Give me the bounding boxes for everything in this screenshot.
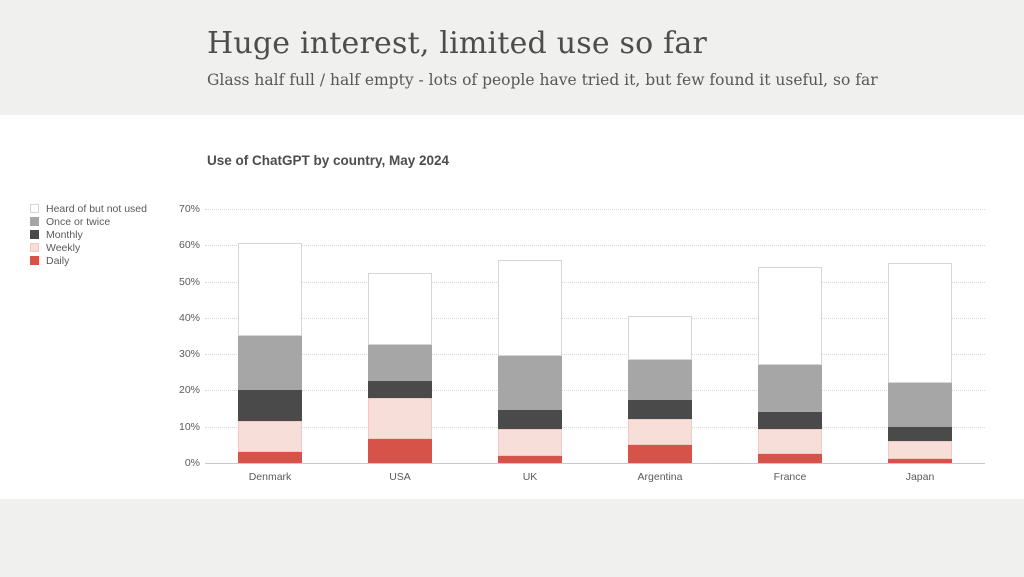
- segment-daily-usa: [368, 439, 432, 463]
- x-tick-label: USA: [389, 471, 411, 483]
- segment-once-or-twice-france: [758, 365, 822, 413]
- segment-daily-denmark: [238, 452, 302, 463]
- legend-swatch-icon: [30, 230, 39, 239]
- segment-heard-of-but-not-used-france: [758, 267, 822, 366]
- x-tick-label: Denmark: [248, 471, 292, 483]
- segment-once-or-twice-usa: [368, 345, 432, 382]
- segment-heard-of-but-not-used-denmark: [238, 243, 302, 336]
- gridline: [205, 281, 985, 283]
- gridline: [205, 354, 985, 356]
- legend-label: Once or twice: [46, 215, 111, 228]
- segment-monthly-usa: [368, 381, 432, 398]
- x-tick-label: Argentina: [637, 471, 683, 483]
- segment-daily-japan: [888, 459, 952, 463]
- x-axis-labels: Denmark USA UK Argentina France Japan: [205, 471, 985, 483]
- legend-row: Monthly: [30, 228, 147, 241]
- gridline: [205, 390, 985, 392]
- bar-usa: [368, 209, 432, 463]
- segment-heard-of-but-not-used-japan: [888, 263, 952, 384]
- segment-monthly-france: [758, 412, 822, 429]
- bar-japan: [888, 209, 952, 463]
- segment-once-or-twice-japan: [888, 383, 952, 427]
- segment-once-or-twice-denmark: [238, 336, 302, 391]
- segment-weekly-argentina: [628, 419, 692, 445]
- gridline: [205, 245, 985, 247]
- gridline: [205, 209, 985, 210]
- x-tick-label: Japan: [905, 471, 935, 483]
- y-tick-label: 40%: [178, 311, 200, 324]
- chart-title: Use of ChatGPT by country, May 2024: [207, 153, 450, 168]
- header-strip: Huge interest, limited use so far Glass …: [0, 0, 1024, 115]
- x-tick-label: UK: [522, 471, 538, 483]
- y-tick-label: 50%: [178, 275, 200, 288]
- segment-once-or-twice-uk: [498, 355, 562, 411]
- footer-strip: Source: Reuters Institute Benedict Evans…: [0, 499, 1024, 577]
- legend-swatch-icon: [30, 217, 39, 226]
- segment-once-or-twice-argentina: [628, 359, 692, 400]
- segment-heard-of-but-not-used-usa: [368, 272, 432, 346]
- plot-area: [205, 209, 985, 464]
- y-tick-label: 60%: [178, 239, 200, 252]
- bar-france: [758, 209, 822, 463]
- segment-daily-uk: [498, 455, 562, 463]
- segment-weekly-denmark: [238, 421, 302, 453]
- legend-row: Heard of but not used: [30, 202, 147, 215]
- legend-label: Weekly: [46, 241, 81, 254]
- segment-daily-france: [758, 453, 822, 463]
- legend-row: Daily: [30, 254, 147, 267]
- y-tick-label: 30%: [178, 348, 200, 361]
- slide-title: Huge interest, limited use so far: [207, 26, 708, 61]
- segment-heard-of-but-not-used-uk: [498, 259, 562, 356]
- gridline: [205, 317, 985, 319]
- y-tick-label: 70%: [178, 203, 200, 215]
- segment-weekly-usa: [368, 397, 432, 440]
- y-tick-label: 10%: [178, 420, 200, 433]
- segment-weekly-japan: [888, 441, 952, 460]
- segment-heard-of-but-not-used-argentina: [628, 316, 692, 360]
- chart-legend: Heard of but not used Once or twice Monthl…: [30, 202, 147, 267]
- segment-monthly-argentina: [628, 399, 692, 420]
- segment-daily-argentina: [628, 444, 692, 463]
- legend-row: Weekly: [30, 241, 147, 254]
- bar-argentina: [628, 209, 692, 463]
- gridline: [205, 426, 985, 428]
- y-tick-label: 20%: [178, 384, 200, 397]
- legend-label: Heard of but not used: [46, 202, 147, 215]
- y-tick-label: 0%: [184, 457, 200, 469]
- segment-weekly-france: [758, 428, 822, 454]
- legend-swatch-icon: [30, 204, 39, 213]
- legend-swatch-icon: [30, 256, 39, 265]
- bar-uk: [498, 209, 562, 463]
- legend-label: Daily: [46, 254, 70, 267]
- segment-weekly-uk: [498, 428, 562, 456]
- segment-monthly-denmark: [238, 390, 302, 422]
- legend-swatch-icon: [30, 243, 39, 252]
- bar-denmark: [238, 209, 302, 463]
- segment-monthly-uk: [498, 410, 562, 429]
- x-tick-label: France: [773, 471, 807, 483]
- slide-subtitle: Glass half full / half empty - lots of p…: [207, 71, 878, 89]
- legend-label: Monthly: [46, 228, 83, 241]
- legend-row: Once or twice: [30, 215, 147, 228]
- segment-monthly-japan: [888, 426, 952, 442]
